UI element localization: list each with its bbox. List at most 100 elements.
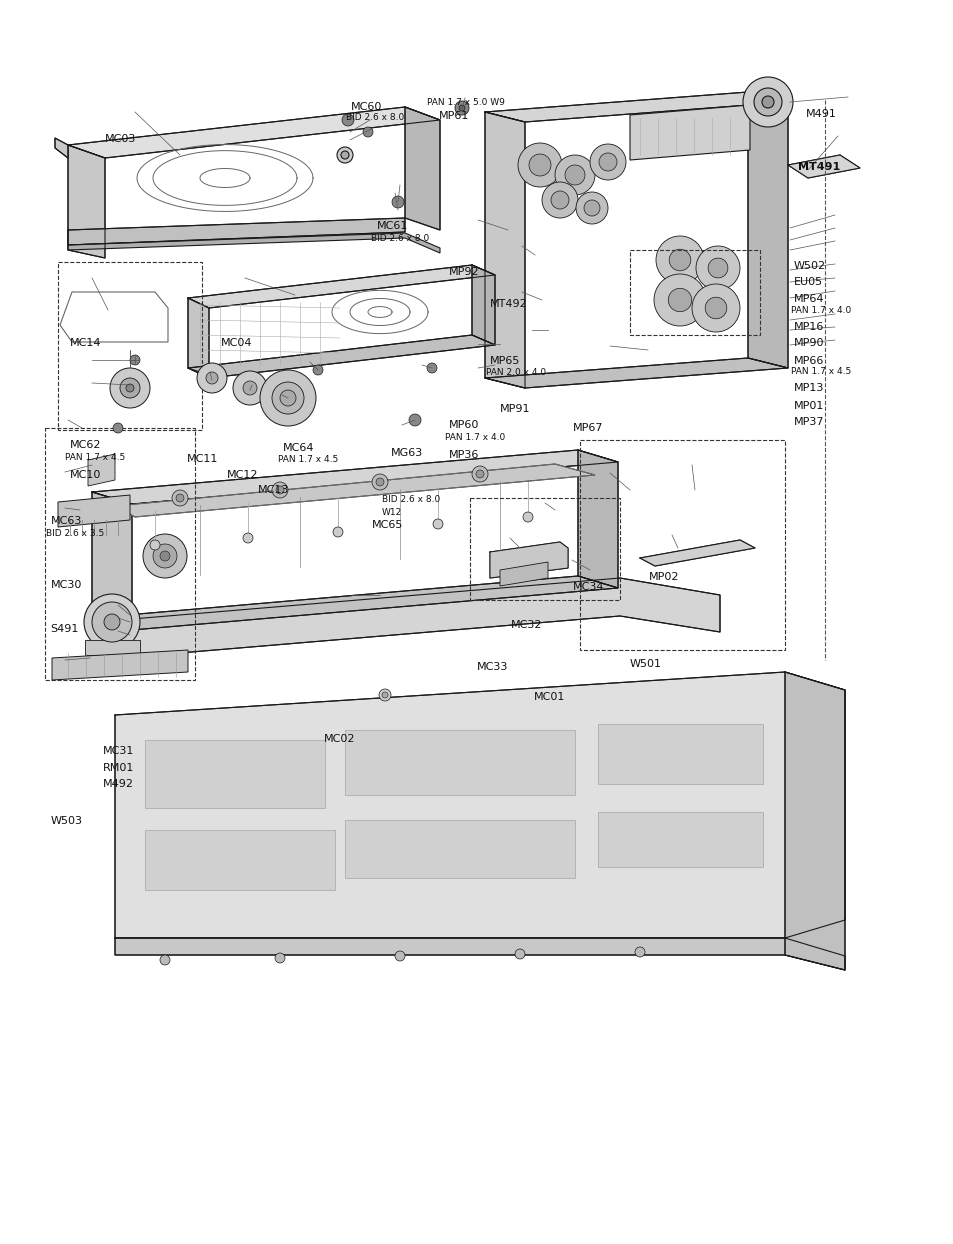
Circle shape bbox=[243, 381, 256, 396]
Text: MP02: MP02 bbox=[648, 572, 679, 582]
Circle shape bbox=[427, 363, 436, 373]
Circle shape bbox=[372, 474, 388, 490]
Polygon shape bbox=[345, 820, 575, 878]
Circle shape bbox=[196, 363, 227, 393]
Circle shape bbox=[126, 384, 133, 392]
Circle shape bbox=[691, 284, 740, 332]
Text: MC13: MC13 bbox=[257, 485, 289, 495]
Text: MC60: MC60 bbox=[351, 102, 382, 112]
Polygon shape bbox=[490, 542, 567, 578]
Circle shape bbox=[104, 615, 120, 629]
Circle shape bbox=[172, 490, 188, 506]
Polygon shape bbox=[484, 112, 524, 388]
Circle shape bbox=[654, 274, 705, 326]
Text: MC62: MC62 bbox=[70, 440, 101, 450]
Polygon shape bbox=[629, 104, 749, 160]
Text: MP64: MP64 bbox=[793, 294, 823, 304]
Circle shape bbox=[433, 519, 442, 529]
Circle shape bbox=[275, 486, 284, 494]
Circle shape bbox=[409, 414, 420, 425]
Text: MC64: MC64 bbox=[282, 443, 314, 453]
Circle shape bbox=[392, 197, 403, 208]
Text: PAN 1.7 x 5.0 W9: PAN 1.7 x 5.0 W9 bbox=[427, 98, 505, 107]
Text: BID 2.6 x 8.0: BID 2.6 x 8.0 bbox=[371, 234, 429, 243]
Text: MC01: MC01 bbox=[534, 692, 565, 702]
Circle shape bbox=[143, 534, 187, 578]
Polygon shape bbox=[85, 639, 140, 656]
Text: PAN 1.7 x 4.5: PAN 1.7 x 4.5 bbox=[790, 367, 850, 376]
Circle shape bbox=[761, 96, 773, 108]
Circle shape bbox=[668, 249, 690, 271]
Text: PAN 1.7 x 4.5: PAN 1.7 x 4.5 bbox=[65, 453, 125, 462]
Circle shape bbox=[583, 200, 599, 216]
Circle shape bbox=[564, 165, 584, 185]
Text: MC61: MC61 bbox=[376, 221, 408, 231]
Text: MC10: MC10 bbox=[70, 470, 101, 480]
Polygon shape bbox=[91, 450, 618, 504]
Polygon shape bbox=[52, 651, 188, 680]
Polygon shape bbox=[68, 233, 439, 253]
Circle shape bbox=[340, 151, 349, 159]
Text: MG63: MG63 bbox=[391, 448, 423, 458]
Text: MP66: MP66 bbox=[793, 356, 823, 366]
Polygon shape bbox=[188, 299, 209, 374]
Polygon shape bbox=[747, 92, 787, 368]
Circle shape bbox=[260, 369, 315, 425]
Circle shape bbox=[395, 950, 405, 962]
Polygon shape bbox=[58, 495, 130, 527]
Text: BID 2.6 x 8.0: BID 2.6 x 8.0 bbox=[346, 113, 404, 122]
Circle shape bbox=[656, 236, 703, 284]
Circle shape bbox=[381, 692, 388, 698]
Text: PAN 1.7 x 4.5: PAN 1.7 x 4.5 bbox=[277, 455, 337, 464]
Text: MC31: MC31 bbox=[103, 746, 134, 756]
Text: MC32: MC32 bbox=[510, 620, 541, 629]
Text: MP90: MP90 bbox=[793, 338, 823, 348]
Circle shape bbox=[378, 689, 391, 702]
Polygon shape bbox=[484, 358, 787, 388]
Polygon shape bbox=[68, 107, 439, 158]
Circle shape bbox=[112, 423, 123, 433]
Text: MP91: MP91 bbox=[499, 404, 530, 414]
Circle shape bbox=[455, 101, 469, 114]
Text: MT491: MT491 bbox=[797, 162, 839, 172]
Circle shape bbox=[152, 544, 177, 569]
Circle shape bbox=[472, 466, 488, 481]
Circle shape bbox=[541, 182, 578, 218]
Circle shape bbox=[150, 540, 160, 550]
Circle shape bbox=[120, 378, 140, 398]
Polygon shape bbox=[68, 146, 105, 258]
Text: MT492: MT492 bbox=[490, 299, 528, 309]
Polygon shape bbox=[91, 576, 618, 629]
Circle shape bbox=[206, 372, 218, 384]
Circle shape bbox=[274, 953, 285, 963]
Polygon shape bbox=[188, 335, 495, 378]
Text: RM01: RM01 bbox=[103, 763, 134, 773]
Circle shape bbox=[363, 127, 373, 137]
Text: W502: W502 bbox=[793, 261, 825, 271]
Text: M492: M492 bbox=[103, 779, 133, 789]
Circle shape bbox=[598, 153, 617, 170]
Text: MC65: MC65 bbox=[372, 520, 403, 530]
Circle shape bbox=[160, 551, 170, 561]
Polygon shape bbox=[472, 265, 495, 345]
Circle shape bbox=[110, 368, 150, 408]
Text: MC03: MC03 bbox=[105, 134, 136, 144]
Text: S491: S491 bbox=[51, 624, 79, 634]
Text: M491: M491 bbox=[805, 109, 836, 119]
Polygon shape bbox=[405, 107, 439, 230]
Text: EU05: EU05 bbox=[793, 277, 822, 287]
Circle shape bbox=[458, 104, 464, 111]
Circle shape bbox=[341, 114, 354, 126]
Circle shape bbox=[742, 77, 792, 127]
Circle shape bbox=[233, 371, 267, 406]
Circle shape bbox=[333, 527, 343, 537]
Polygon shape bbox=[499, 562, 547, 586]
Circle shape bbox=[280, 391, 295, 406]
Circle shape bbox=[635, 947, 644, 957]
Circle shape bbox=[160, 955, 170, 965]
Polygon shape bbox=[639, 540, 754, 566]
Text: MC14: MC14 bbox=[70, 338, 101, 348]
Text: MC02: MC02 bbox=[324, 734, 355, 744]
Polygon shape bbox=[784, 672, 844, 970]
Circle shape bbox=[555, 156, 595, 195]
